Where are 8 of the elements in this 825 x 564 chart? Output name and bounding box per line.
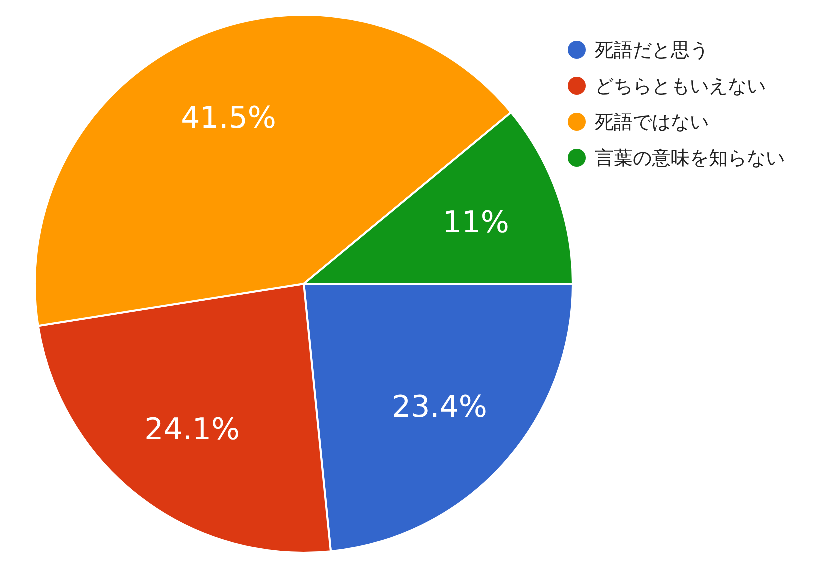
legend-label: 死語ではない <box>595 112 709 134</box>
legend-label: 死語だと思う <box>595 40 709 62</box>
legend-label: 言葉の意味を知らない <box>595 148 785 170</box>
data-label: 11% <box>442 206 510 241</box>
data-label: 23.4% <box>392 390 488 426</box>
legend-label: どちらともいえない <box>595 76 766 98</box>
data-label: 24.1% <box>144 412 240 448</box>
data-label: 41.5% <box>181 100 276 136</box>
